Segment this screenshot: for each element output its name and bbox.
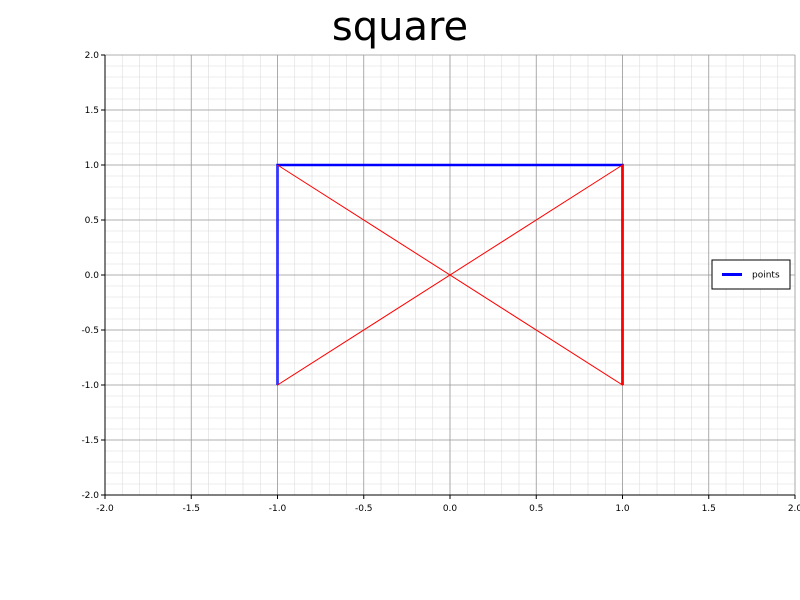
y-tick-label: 0.5 — [85, 216, 99, 226]
x-tick-label: 0.5 — [529, 504, 543, 514]
y-tick-label: 1.0 — [85, 161, 100, 171]
x-tick-label: -1.0 — [269, 504, 287, 514]
series-line-red — [277, 164, 623, 386]
chart-title: square — [331, 4, 469, 50]
series-layer — [276, 163, 624, 386]
x-tick-label: 1.5 — [702, 504, 716, 514]
x-tick-label: 0.0 — [443, 504, 458, 514]
y-tick-label: 1.5 — [85, 106, 99, 116]
x-tick-label: -1.5 — [182, 504, 200, 514]
y-ticks: -2.0 -1.5 -1.0 -0.5 0.0 0.5 1.0 1.5 2.0 — [81, 51, 105, 501]
legend: points — [711, 259, 791, 290]
y-tick-label: 0.0 — [85, 271, 100, 281]
legend-label: points — [752, 271, 780, 281]
x-tick-label: -2.0 — [96, 504, 114, 514]
y-tick-label: -1.0 — [81, 381, 99, 391]
x-tick-label: 1.0 — [615, 504, 630, 514]
y-tick-label: -1.5 — [81, 436, 99, 446]
y-tick-label: -0.5 — [81, 326, 99, 336]
x-tick-label: -0.5 — [355, 504, 373, 514]
x-ticks: -2.0 -1.5 -1.0 -0.5 0.0 0.5 1.0 1.5 2.0 — [96, 495, 800, 514]
y-tick-label: -2.0 — [81, 491, 99, 501]
y-tick-label: 2.0 — [85, 51, 100, 61]
x-tick-label: 2.0 — [788, 504, 800, 514]
